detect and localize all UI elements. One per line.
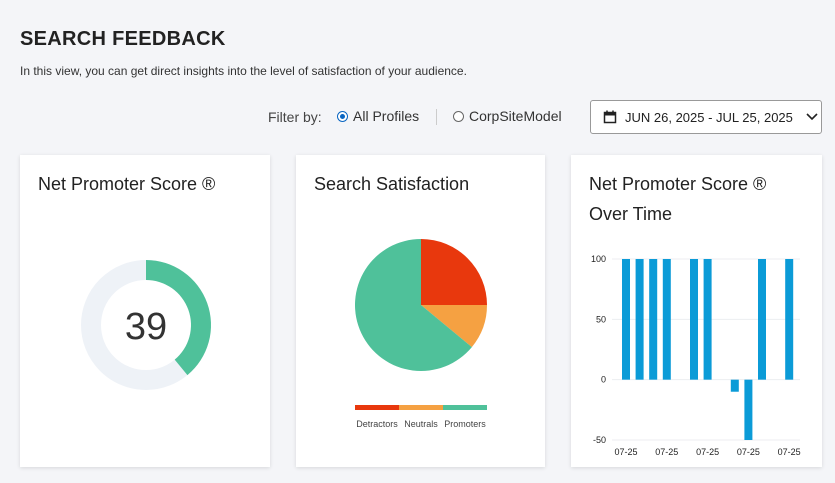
bar — [703, 259, 712, 380]
date-range[interactable]: JUN 26, 2025 - JUL 25, 2025 — [625, 109, 793, 125]
filter-label: Filter by: — [268, 109, 322, 125]
bar — [635, 259, 644, 380]
x-tick-label: 07-25 — [655, 447, 678, 457]
calendar-icon — [603, 110, 617, 124]
bar — [785, 259, 794, 380]
card: Search Satisfaction Detractors Neutrals Pr… — [296, 155, 545, 467]
bar — [622, 259, 630, 380]
divider — [436, 109, 437, 125]
pie-slice — [421, 305, 487, 348]
bar — [649, 259, 658, 380]
legend-swatch — [399, 405, 443, 410]
chevron-icon — [806, 113, 818, 121]
bar — [690, 259, 698, 380]
pie-slice — [421, 239, 487, 305]
card-title: Search Satisfaction — [314, 174, 470, 194]
legend-swatch — [355, 405, 399, 410]
card: Net Promoter Score ® Over Time -50 0 50 100… — [571, 155, 822, 467]
radio[interactable] — [337, 110, 348, 122]
radio[interactable] — [453, 110, 464, 122]
card: Net Promoter Score ® 39 — [20, 155, 270, 467]
radio-option[interactable]: All Profiles — [337, 108, 419, 124]
y-tick-label: 0 — [601, 375, 606, 385]
legend-label: Detractors — [356, 419, 398, 429]
card-title: Net Promoter Score ® — [38, 174, 216, 194]
pie-slice — [355, 239, 472, 371]
legend-label: Neutrals — [404, 419, 438, 429]
legend-swatch — [443, 405, 487, 410]
bar — [758, 259, 766, 380]
y-tick-label: -50 — [593, 435, 606, 445]
radio-option[interactable]: CorpSiteModel — [453, 108, 562, 124]
page-subtitle: In this view, you can get direct insight… — [20, 64, 467, 78]
x-tick-label: 07-25 — [778, 447, 801, 457]
bar — [730, 379, 739, 392]
date-picker[interactable]: JUN 26, 2025 - JUL 25, 2025 — [590, 100, 822, 134]
chart: 39 — [81, 260, 211, 390]
card-title: Net Promoter Score ® Over Time — [589, 174, 767, 224]
chart: -50 0 50 100 07-25 07-25 07-25 07-25 07-25 — [591, 254, 801, 457]
bar — [744, 379, 753, 440]
x-tick-label: 07-25 — [737, 447, 760, 457]
gauge-arc — [146, 260, 211, 376]
radio-label[interactable]: All Profiles — [353, 108, 420, 124]
gauge-value: 39 — [125, 306, 167, 348]
radio-label[interactable]: CorpSiteModel — [469, 108, 562, 124]
page-title: SEARCH FEEDBACK — [20, 28, 226, 50]
chart: Detractors Neutrals Promoters — [355, 239, 487, 429]
bar — [662, 259, 671, 380]
y-tick-label: 100 — [591, 254, 606, 264]
y-tick-label: 50 — [596, 314, 606, 324]
legend-label: Promoters — [444, 419, 486, 429]
x-tick-label: 07-25 — [614, 447, 637, 457]
x-tick-label: 07-25 — [696, 447, 719, 457]
